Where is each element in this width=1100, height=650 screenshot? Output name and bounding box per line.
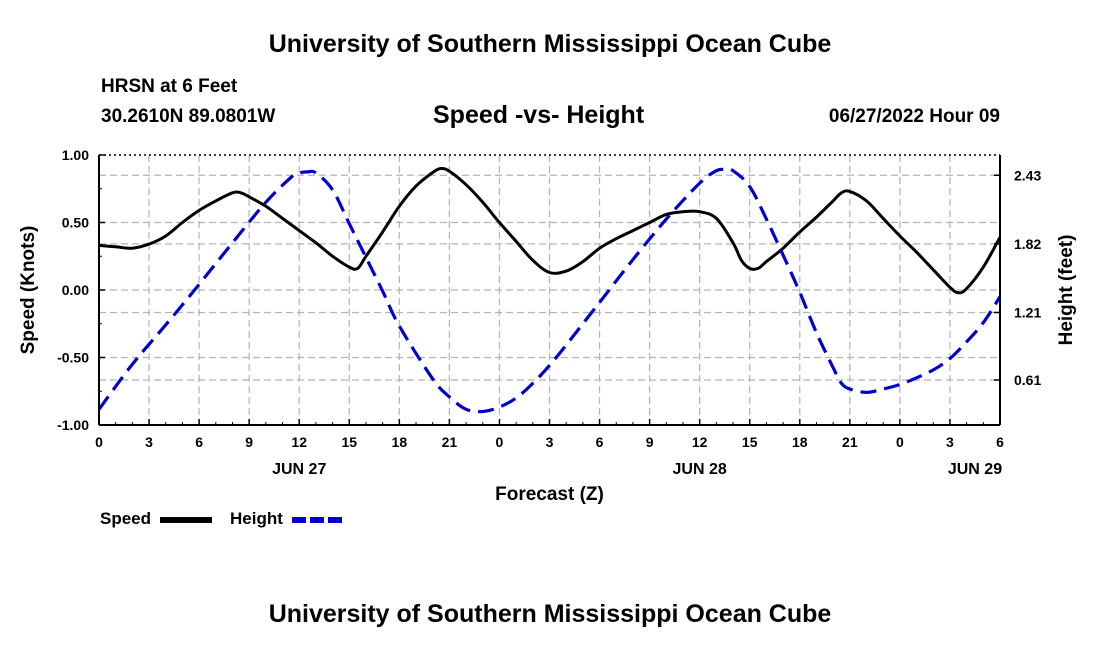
axis-labels: 0 3 6 9 12 15 18 21 0 3 6 9 12 15 18 21 0 3 6 JUN 27 JUN 28 J… [18,147,1077,505]
y-axis-title: Speed (Knots) [18,226,39,355]
x-tick-label-14: 18 [792,434,808,450]
grid-lines [99,155,1000,425]
x-tick-label-1: 3 [145,434,153,450]
x-tick-label-16: 0 [896,434,904,450]
x-tick-label-2: 6 [195,434,203,450]
station-label: HRSN at 6 Feet [101,76,238,97]
chart-title-top: University of Southern Mississippi Ocean… [268,30,832,58]
x-tick-label-10: 6 [596,434,604,450]
chart-subtitle: Speed -vs- Height [433,101,645,129]
forecast-datetime: 06/27/2022 Hour 09 [828,106,1000,127]
x-tick-label-15: 21 [842,434,858,450]
station-coordinates: 30.2610N 89.0801W [101,106,276,127]
y2-tick-label-0: 0.61 [1014,372,1041,388]
x-tick-label-12: 12 [692,434,708,450]
x-tick-label-3: 9 [245,434,253,450]
series-line-speed [99,166,1000,295]
y2-tick-label-3: 2.43 [1014,167,1041,183]
series-line-height [99,167,1000,414]
series-layer [99,166,1000,414]
y2-axis-title: Height (feet) [1056,235,1077,346]
axes [98,154,1001,426]
series-clip-group [99,166,1000,414]
y-tick-label-1: -0.50 [57,350,89,366]
legend-height-label: Height [230,509,283,528]
date-label-2: JUN 29 [948,461,1002,478]
x-tick-label-18: 6 [996,434,1004,450]
legend-height-swatch [292,517,342,523]
x-tick-label-9: 3 [546,434,554,450]
x-tick-label-7: 21 [442,434,458,450]
x-tick-label-17: 3 [946,434,954,450]
x-tick-label-13: 15 [742,434,758,450]
chart-title-bottom: University of Southern Mississippi Ocean… [268,600,832,628]
x-tick-label-8: 0 [496,434,504,450]
x-tick-label-11: 9 [646,434,654,450]
date-label-1: JUN 28 [673,461,727,478]
legend-speed-swatch [160,517,212,523]
x-tick-label-5: 15 [341,434,357,450]
y-tick-label-2: 0.00 [62,282,89,298]
y-tick-label-4: 1.00 [62,147,89,163]
date-label-0: JUN 27 [272,461,326,478]
x-axis-title: Forecast (Z) [495,484,604,505]
y2-tick-label-2: 1.82 [1014,236,1041,252]
y-tick-label-3: 0.50 [62,215,89,231]
x-tick-label-4: 12 [291,434,307,450]
y-tick-label-0: -1.00 [57,417,89,433]
x-tick-label-0: 0 [95,434,103,450]
y2-tick-label-1: 1.21 [1014,305,1041,321]
x-tick-label-6: 18 [392,434,408,450]
legend-speed-label: Speed [100,509,152,528]
